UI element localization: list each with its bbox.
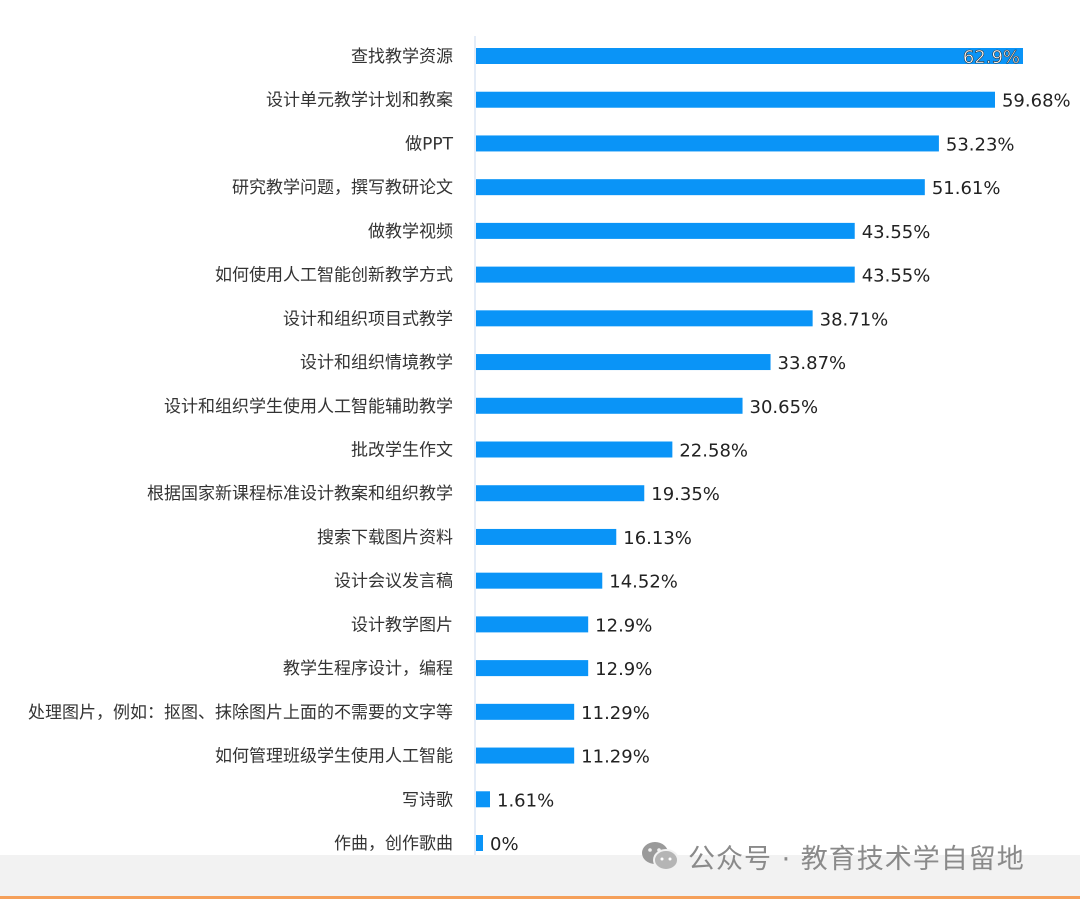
bar — [476, 703, 575, 720]
category-label: 设计和组织情境教学 — [300, 353, 453, 373]
category-label: 写诗歌 — [402, 790, 453, 810]
data-label: 43.55% — [862, 222, 931, 243]
category-label: 研究教学问题，撰写教研论文 — [232, 178, 453, 198]
category-label: 搜索下载图片资料 — [317, 528, 453, 548]
category-label: 查找教学资源 — [351, 47, 453, 67]
category-label: 处理图片，例如：抠图、抹除图片上面的不需要的文字等 — [28, 703, 453, 723]
category-label: 做教学视频 — [368, 222, 453, 242]
category-label: 设计单元教学计划和教案 — [266, 91, 453, 111]
data-label: 62.9% — [963, 47, 1020, 68]
wechat-icon — [642, 842, 679, 871]
category-label: 根据国家新课程标准设计教案和组织教学 — [147, 484, 453, 504]
data-label: 0% — [490, 834, 519, 855]
bar — [476, 835, 483, 851]
category-label: 如何使用人工智能创新教学方式 — [215, 265, 453, 286]
watermark: 公众号 · 教育技术学自留地 — [640, 838, 1025, 875]
footer-band — [0, 855, 1080, 896]
category-label: 设计和组织项目式教学 — [283, 309, 453, 329]
category-label: 设计会议发言稿 — [334, 572, 453, 592]
bar — [476, 397, 743, 414]
category-label: 教学生程序设计，编程 — [283, 659, 453, 679]
bar — [476, 91, 995, 108]
data-label: 14.52% — [609, 572, 678, 593]
data-label: 11.29% — [581, 703, 650, 724]
data-label: 51.61% — [932, 178, 1001, 199]
category-label: 批改学生作文 — [351, 441, 453, 461]
data-label: 22.58% — [679, 441, 748, 462]
footer-divider — [0, 896, 1080, 899]
data-label: 59.68% — [1002, 91, 1071, 112]
data-label: 11.29% — [581, 747, 650, 768]
bar — [476, 266, 855, 283]
category-label: 做PPT — [405, 134, 454, 154]
bar — [476, 354, 771, 371]
bar — [476, 222, 855, 239]
category-label: 作曲，创作歌曲 — [334, 834, 453, 854]
data-label: 53.23% — [946, 134, 1015, 155]
data-label: 16.13% — [623, 528, 692, 549]
data-label: 19.35% — [651, 484, 720, 505]
bar — [476, 747, 575, 764]
data-label: 12.9% — [595, 659, 652, 680]
bar — [476, 441, 673, 458]
watermark-text: 公众号 · 教育技术学自留地 — [688, 843, 1025, 875]
data-label: 12.9% — [595, 615, 652, 636]
bar — [476, 48, 1023, 64]
bar — [476, 310, 813, 327]
data-label: 33.87% — [778, 353, 847, 374]
category-label: 设计和组织学生使用人工智能辅助教学 — [164, 396, 453, 417]
bar — [476, 485, 645, 502]
category-label: 如何管理班级学生使用人工智能 — [215, 746, 453, 767]
category-label: 设计教学图片 — [351, 615, 453, 635]
data-label: 38.71% — [820, 309, 889, 330]
bar — [476, 616, 589, 633]
bar — [476, 179, 925, 196]
bar — [476, 135, 939, 152]
data-label: 30.65% — [750, 397, 819, 418]
data-label: 43.55% — [862, 266, 931, 287]
bar — [476, 528, 617, 545]
bar — [476, 791, 491, 808]
bar — [476, 660, 589, 677]
data-label: 1.61% — [497, 790, 554, 811]
bar — [476, 572, 603, 589]
